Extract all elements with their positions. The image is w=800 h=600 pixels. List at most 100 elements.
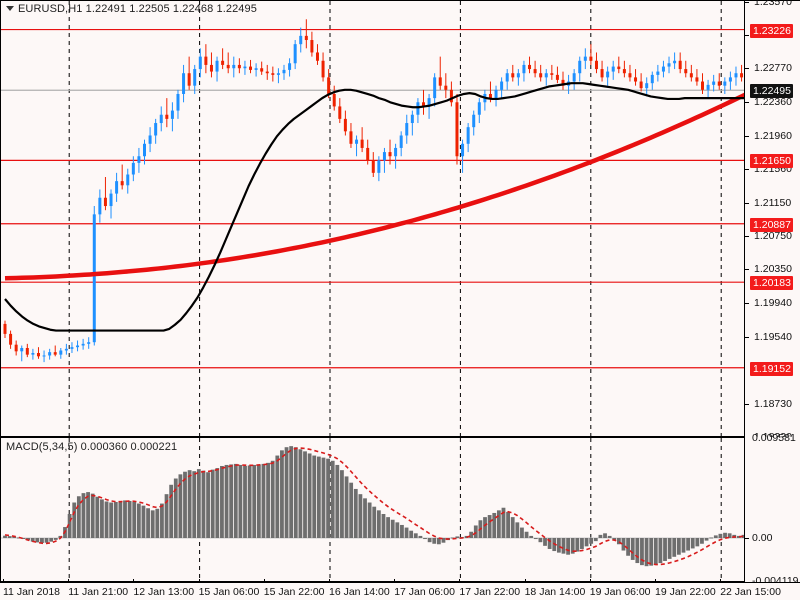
macd-chart-canvas[interactable]: [1, 438, 744, 581]
price-tick-label: 1.21960: [754, 129, 792, 142]
ma-fast-line[interactable]: [4, 82, 744, 332]
price-chart-canvas[interactable]: [1, 1, 744, 436]
macd-bar: [256, 464, 261, 539]
candle-body: [103, 197, 107, 207]
macd-bar: [690, 538, 695, 549]
macd-bar: [275, 455, 280, 539]
candle-body: [600, 69, 604, 78]
candle-body: [572, 73, 576, 82]
candle-body: [249, 66, 253, 70]
macd-bar: [635, 538, 640, 564]
macd-bar: [35, 538, 40, 543]
level-price-label[interactable]: 1.20183: [750, 276, 793, 291]
candle-body: [321, 60, 325, 78]
macd-bar: [289, 446, 294, 539]
time-tick-mark: [133, 579, 135, 583]
level-price-label[interactable]: 1.23226: [750, 23, 793, 38]
candle-body: [310, 40, 314, 53]
macd-chart-pane[interactable]: [0, 437, 745, 582]
macd-histogram: [3, 446, 744, 567]
candle-body: [20, 348, 24, 352]
macd-bar: [252, 464, 257, 539]
macd-bar: [196, 469, 201, 539]
macd-bar: [653, 538, 658, 565]
macd-bar: [12, 536, 17, 539]
price-tick-label: 1.18730: [754, 397, 792, 410]
time-tick-label: 19 Jan 06:00: [589, 586, 651, 598]
macd-bar: [487, 515, 492, 539]
macd-bar: [547, 538, 552, 549]
macd-bar: [316, 456, 321, 539]
macd-bar: [169, 484, 174, 539]
time-tick-label: 19 Jan 22:00: [655, 586, 716, 598]
time-tick-label: 16 Jan 14:00: [329, 586, 390, 598]
macd-bar: [44, 538, 49, 543]
candle-body: [131, 162, 135, 175]
candle-body: [528, 64, 532, 70]
macd-bar: [686, 538, 691, 551]
current-price-label[interactable]: 1.22495: [750, 84, 793, 99]
candle-body: [500, 81, 504, 90]
macd-bar: [173, 478, 178, 539]
macd-bar: [76, 496, 81, 539]
candle-body: [578, 60, 582, 74]
macd-bar: [21, 538, 26, 540]
macd-bar: [413, 533, 418, 539]
price-tick-mark: [745, 2, 749, 3]
macd-bar: [201, 470, 206, 539]
macd-axis[interactable]: 0.009581 0.00 -0.004119: [745, 432, 800, 587]
macd-bar: [270, 460, 275, 539]
macd-bar: [598, 534, 603, 539]
candle-body: [92, 214, 96, 343]
macd-bar: [90, 493, 95, 539]
time-axis[interactable]: 11 Jan 2018 11 Jan 21:00 12 Jan 13:00 15 Ja…: [0, 579, 800, 600]
macd-bar: [630, 538, 635, 560]
macd-bar: [529, 535, 534, 539]
macd-bar: [160, 503, 164, 539]
candle-body: [64, 348, 68, 351]
level-price-label[interactable]: 1.21650: [750, 154, 793, 169]
candle-body: [221, 60, 225, 65]
candle-body: [120, 181, 124, 186]
time-tick-label: 15 Jan 22:00: [263, 586, 325, 598]
candle-body: [98, 197, 102, 215]
macd-bar: [376, 510, 381, 539]
price-tick-mark: [745, 403, 749, 405]
candle-body: [204, 56, 208, 65]
candle-body: [165, 114, 169, 119]
candle-body: [48, 352, 52, 356]
candle-body: [304, 35, 308, 41]
price-chart-pane[interactable]: [0, 0, 745, 437]
macd-bar: [312, 455, 317, 539]
candle-body: [438, 77, 442, 86]
macd-bar: [432, 538, 437, 544]
candle-body: [366, 147, 370, 161]
price-tick-mark: [745, 236, 749, 238]
candle-body: [137, 156, 141, 163]
candle-body: [550, 73, 554, 75]
candle-body: [327, 77, 331, 94]
caret-down-icon[interactable]: [6, 5, 14, 11]
candle-body: [606, 71, 610, 78]
candle-body: [360, 139, 364, 148]
macd-bar: [681, 538, 686, 553]
macd-bar: [409, 530, 414, 539]
candle-body: [76, 345, 80, 348]
macd-bar: [326, 458, 330, 539]
candle-body: [265, 71, 269, 74]
candle-body: [42, 355, 46, 357]
level-price-label[interactable]: 1.20887: [750, 217, 793, 232]
candle-body: [594, 60, 598, 70]
candle-body: [299, 35, 303, 45]
candle-body: [544, 73, 548, 78]
macd-bar: [40, 538, 44, 544]
candle-body: [639, 81, 643, 89]
ma-slow-line[interactable]: [4, 91, 744, 281]
candle-body: [115, 181, 119, 194]
level-price-label[interactable]: 1.19152: [750, 361, 793, 376]
price-tick-mark: [745, 202, 749, 204]
price-axis[interactable]: 1.235701.231701.227701.223601.219601.215…: [745, 0, 800, 443]
candle-body: [70, 347, 74, 349]
macd-bar: [192, 471, 197, 539]
time-tick-label: 11 Jan 2018: [3, 586, 61, 598]
